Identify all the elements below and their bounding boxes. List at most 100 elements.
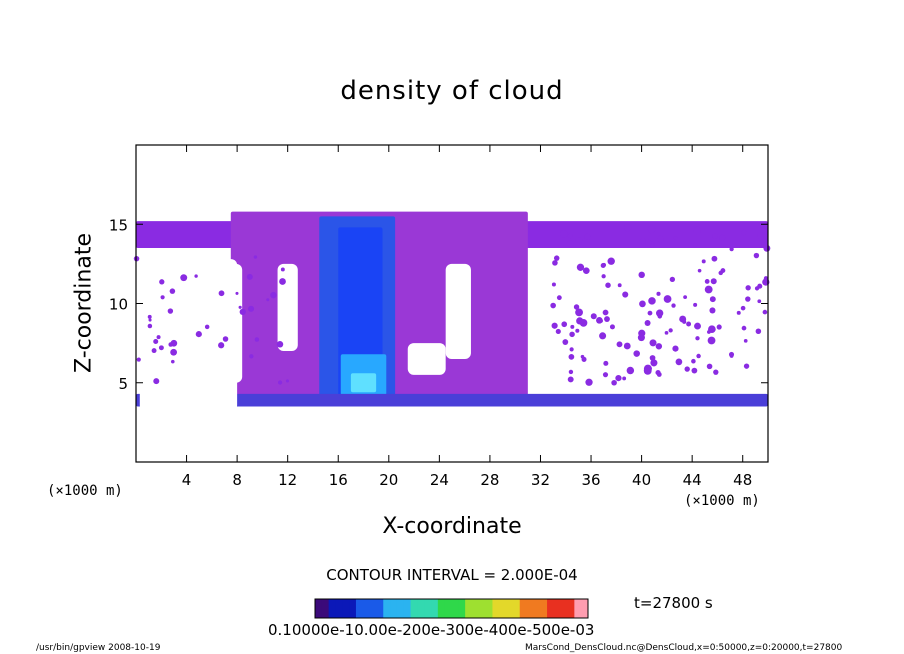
colorbar-labels: 0.10000e-10.00e-200e-300e-400e-500e-03 [268, 621, 595, 639]
y-tick-label: 10 [109, 296, 128, 314]
cloud-speckle [709, 307, 716, 314]
cloud-speckle [711, 255, 718, 262]
cloud-speckle [276, 340, 284, 348]
cloud-speckle [649, 339, 657, 347]
cloud-speckle [153, 378, 160, 385]
cloud-speckle [567, 376, 574, 383]
cloud-speckle [745, 296, 751, 302]
colorbar-swatch [342, 599, 350, 618]
cloud-speckle [235, 291, 239, 295]
x-tick-label: 16 [329, 471, 348, 489]
cloud-speckle [762, 309, 768, 315]
cloud-speckle [156, 335, 161, 340]
cloud-speckle [551, 282, 556, 287]
cloud-speckle [626, 366, 635, 375]
colorbar-swatch [492, 599, 500, 618]
colorbar-frame [314, 598, 589, 619]
cloud-speckle [218, 342, 225, 349]
cloud-speckle [254, 337, 260, 342]
x-tick-label: 24 [430, 471, 449, 489]
cloud-speckle [601, 274, 606, 279]
cloud-speckle [757, 232, 765, 240]
cloud-speckle [710, 278, 717, 285]
cloud-speckle [655, 370, 661, 376]
clear-air-gap [647, 248, 705, 328]
colorbar-swatch [403, 599, 412, 618]
contour-interval-text: CONTOUR INTERVAL = 2.000E-04 [326, 566, 578, 584]
colorbar-swatch [560, 599, 569, 618]
cloud-speckle [569, 331, 575, 338]
cloud-speckle [643, 366, 652, 375]
cloud-speckle [712, 233, 718, 239]
colorbar-swatch [465, 599, 473, 618]
cloud-speckle [707, 336, 716, 345]
cloud-speckle [743, 338, 748, 343]
cloud-speckle [696, 353, 701, 359]
cloud-speckle [194, 274, 198, 278]
x-tick-label: 8 [232, 471, 242, 489]
cloud-speckle [590, 313, 597, 320]
cloud-speckle [740, 305, 746, 311]
colorbar-swatch [547, 599, 555, 618]
colorbar-swatch [581, 599, 589, 618]
footer-file-info: MarsCond_DensCloud.nc@DensCloud,x=0:5000… [525, 643, 843, 653]
cloud-speckle [656, 309, 663, 316]
cloud-speckle [713, 369, 719, 375]
clear-air-gap [530, 263, 556, 355]
cloud-speckle [167, 308, 174, 314]
x-tick-label: 4 [182, 471, 192, 489]
cloud-speckle [686, 321, 692, 327]
cloud-speckle [647, 225, 656, 234]
colorbar-swatch [540, 599, 548, 618]
cloud-speckle [218, 290, 225, 297]
cloud-speckle [180, 274, 188, 282]
cloud-speckle [575, 328, 580, 333]
heatmap-region-core-base-bright [350, 373, 377, 393]
cloud-speckle [285, 379, 290, 383]
clear-air-gap [692, 263, 762, 383]
x-axis-unit-left: (×1000 m) [47, 483, 123, 499]
cloud-speckle [736, 310, 741, 315]
cloud-speckle [584, 233, 591, 241]
cloud-speckle [249, 354, 254, 359]
cloud-speckle [695, 336, 700, 341]
colorbar-swatch [574, 599, 582, 618]
colorbar-swatch [499, 599, 507, 618]
clear-air-gap [277, 263, 298, 352]
time-label: t=27800 s [634, 594, 713, 612]
cloud-speckle [170, 348, 178, 356]
cloud-speckle [684, 366, 690, 372]
cloud-speckle [579, 319, 588, 327]
cloud-speckle [741, 229, 747, 236]
colorbar-swatch [451, 599, 459, 618]
cloud-speckle [277, 380, 283, 385]
colorbar-swatch [512, 599, 521, 618]
x-tick-label: 12 [278, 471, 297, 489]
heatmap-region-bottom-layer [136, 393, 768, 407]
cloud-speckle [253, 255, 258, 259]
cloud-speckle [602, 309, 609, 316]
cloud-speckle [664, 330, 669, 335]
cloud-speckle [552, 260, 558, 266]
cloud-speckle [582, 267, 590, 275]
cloud-speckle [697, 268, 702, 273]
cloud-speckle [729, 246, 734, 252]
x-tick-label: 36 [581, 471, 600, 489]
x-tick-label: 28 [480, 471, 499, 489]
cloud-speckle [671, 303, 676, 308]
cloud-speckle [204, 324, 210, 330]
cloud-speckle [663, 295, 672, 303]
cloud-speckle [553, 255, 560, 261]
cloud-speckle [623, 342, 631, 350]
cloud-speckle [170, 339, 178, 347]
colorbar-swatch [471, 599, 480, 618]
cloud-speckle [655, 343, 663, 350]
x-axis-unit-right: (×1000 m) [684, 493, 760, 509]
colorbar-swatch [410, 599, 418, 618]
colorbar-swatch [458, 599, 466, 618]
y-tick-label: 5 [118, 375, 128, 393]
cloud-speckle [603, 360, 609, 366]
cloud-speckle [559, 229, 568, 238]
cloud-speckle [195, 331, 202, 338]
